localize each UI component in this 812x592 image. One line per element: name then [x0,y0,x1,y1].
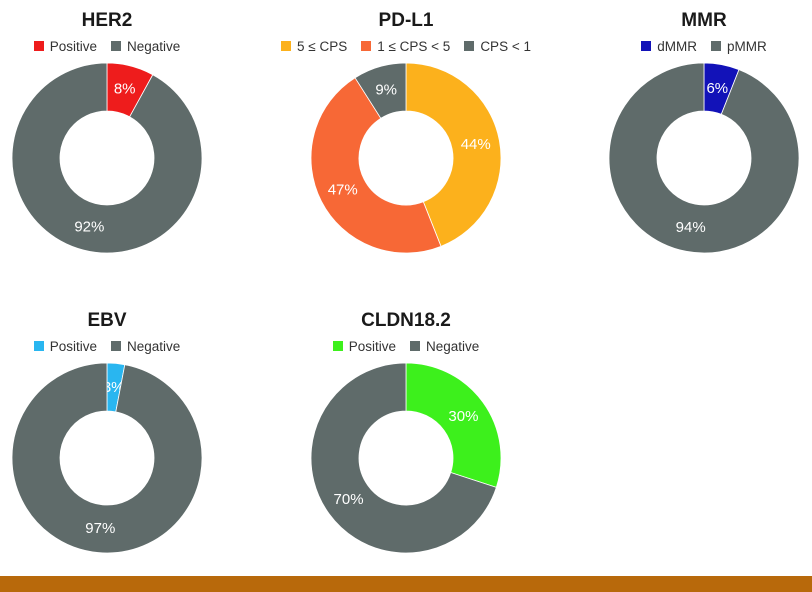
legend-swatch [361,41,372,51]
donut-chart: 30% 70% [310,362,502,554]
donut-slice [405,62,502,247]
legend: dMMR pMMR [589,37,812,55]
legend-swatch [409,341,420,351]
legend-item: 1 ≤ CPS < 5 [361,39,450,54]
donut-slice [405,362,502,488]
legend-label: CPS < 1 [480,38,531,54]
legend-label: dMMR [657,38,697,54]
donut-slice [310,362,497,554]
donut-slice [608,62,800,254]
legend-item: Positive [33,38,97,54]
legend-item: Negative [110,38,181,54]
chart-cldn18: CLDN18.2 Positive Negative 30% 70% [291,309,521,555]
donut-chart: 3% 97% [11,362,203,554]
legend-item: dMMR [641,39,697,54]
slice-label: 8% [114,81,136,98]
legend-label: Positive [348,338,396,354]
legend-swatch [110,41,121,51]
chart-title: EBV [87,310,127,331]
legend-label: Negative [126,38,181,54]
slice-label: 47% [328,182,358,199]
legend: Positive Negative [291,337,521,355]
slice-label: 3% [103,379,125,396]
legend-label: 5 ≤ CPS [297,38,348,54]
legend: Positive Negative [0,37,222,55]
donut-slice [310,77,442,254]
chart-title: PD-L1 [378,10,434,31]
legend-swatch [711,41,721,51]
donut-slice [11,62,203,254]
legend-swatch [464,41,475,51]
chart-ebv: EBV Positive Negative 3% 97% [0,309,222,555]
legend: Positive Negative [0,337,222,355]
slice-label: 30% [448,408,478,425]
legend-label: Positive [49,338,97,354]
legend-item: 5 ≤ CPS [281,39,347,54]
legend-swatch [33,341,44,351]
legend-swatch [33,41,44,51]
slice-label: 92% [74,218,104,235]
slice-label: 70% [334,491,364,508]
slice-label: 9% [375,81,397,98]
slice-label: 44% [461,136,491,153]
legend-item: CPS < 1 [464,39,531,54]
legend-swatch [281,41,292,51]
chart-title: HER2 [81,10,133,31]
donut-slice [354,62,407,119]
legend-label: pMMR [727,38,767,54]
legend-swatch [110,341,121,351]
slice-label: 6% [706,80,728,97]
donut-chart: 6% 94% [608,62,800,254]
legend-item: Positive [332,338,396,354]
legend-label: Negative [126,338,181,354]
legend-swatch [641,41,652,51]
legend: 5 ≤ CPS 1 ≤ CPS < 5 CPS < 1 [281,37,531,55]
legend-item: Positive [33,338,97,354]
legend-label: Negative [425,338,480,354]
legend-label: Positive [49,38,97,54]
chart-title: CLDN18.2 [361,310,451,331]
donut-slice [11,362,203,554]
slice-label: 94% [676,219,706,236]
legend-item: Negative [110,338,181,354]
chart-title: MMR [681,10,727,31]
chart-mmr: MMR dMMR pMMR 6% 94% [589,9,812,255]
chart-pdl1: PD-L1 5 ≤ CPS 1 ≤ CPS < 5 CPS < 1 44% 47% 9% [281,9,531,255]
bottom-accent-bar [0,576,812,592]
legend-label: 1 ≤ CPS < 5 [377,38,451,54]
legend-item: Negative [409,338,480,354]
slice-label: 97% [85,520,115,537]
donut-chart: 44% 47% 9% [310,62,502,254]
legend-swatch [332,341,343,351]
chart-her2: HER2 Positive Negative 8% 92% [0,9,222,255]
donut-chart: 8% 92% [11,62,203,254]
legend-item: pMMR [711,39,767,54]
